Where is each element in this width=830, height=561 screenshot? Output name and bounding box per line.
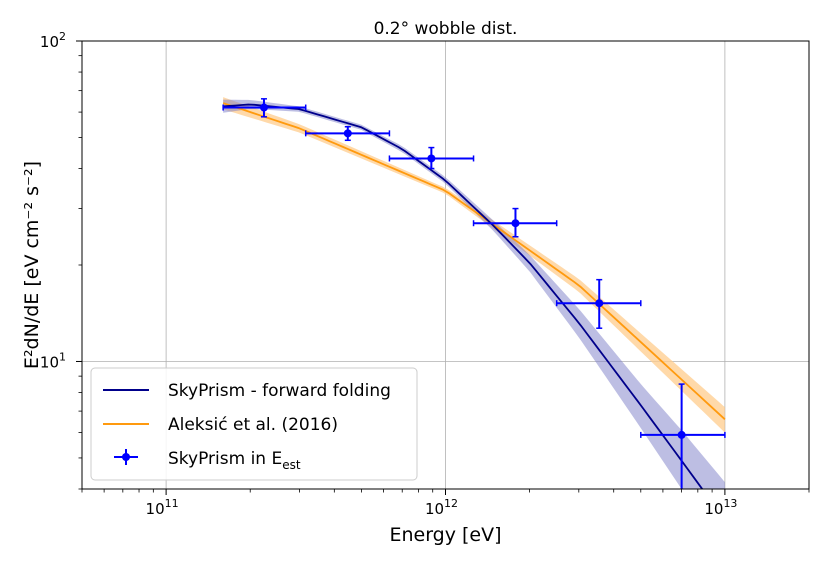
x-tick-label: 1011 bbox=[146, 497, 179, 518]
data-point-2 bbox=[388, 146, 475, 170]
data-point-4 bbox=[555, 278, 642, 329]
marker bbox=[677, 430, 686, 439]
legend-frame bbox=[90, 367, 418, 481]
x-tick-exponent: 13 bbox=[723, 497, 737, 510]
model-lines bbox=[222, 102, 726, 489]
legend-swatch-skyprism-eest bbox=[114, 449, 138, 465]
x-axis-label: Energy [eV] bbox=[389, 524, 501, 546]
legend-label-skyprism-eest: SkyPrism in Eest bbox=[168, 449, 301, 472]
y-tick-label: 101 bbox=[40, 350, 66, 371]
y-tick-exponent: 1 bbox=[59, 350, 66, 363]
line-aleksic bbox=[222, 102, 726, 420]
legend-marker bbox=[122, 453, 130, 461]
legend-label-main: SkyPrism in E bbox=[168, 449, 282, 469]
legend-label-subscript: est bbox=[282, 458, 301, 472]
x-tick-exponent: 12 bbox=[444, 497, 458, 510]
data-point-5 bbox=[640, 383, 726, 489]
x-tick-label: 1013 bbox=[704, 497, 737, 518]
marker bbox=[259, 103, 268, 112]
marker bbox=[595, 299, 604, 308]
marker bbox=[511, 219, 520, 228]
line-skyprism-ff bbox=[223, 103, 704, 489]
legend: SkyPrism - forward folding Aleksić et al… bbox=[90, 367, 418, 481]
y-axis-label: E²dN/dE [eV cm⁻² s⁻²] bbox=[21, 161, 43, 369]
y-tick-exponent: 2 bbox=[59, 30, 66, 43]
x-tick-exponent: 11 bbox=[165, 497, 179, 510]
data-point-3 bbox=[472, 207, 558, 238]
data-points bbox=[222, 98, 726, 489]
legend-label-aleksic: Aleksić et al. (2016) bbox=[168, 415, 338, 435]
data-point-0 bbox=[222, 98, 307, 118]
legend-label-skyprism-ff: SkyPrism - forward folding bbox=[168, 381, 391, 401]
x-tick-label: 1012 bbox=[425, 497, 458, 518]
y-tick-label: 102 bbox=[40, 30, 66, 51]
chart-title: 0.2° wobble dist. bbox=[374, 19, 518, 39]
marker bbox=[427, 154, 436, 163]
data-point-1 bbox=[304, 126, 391, 142]
marker bbox=[343, 129, 352, 138]
